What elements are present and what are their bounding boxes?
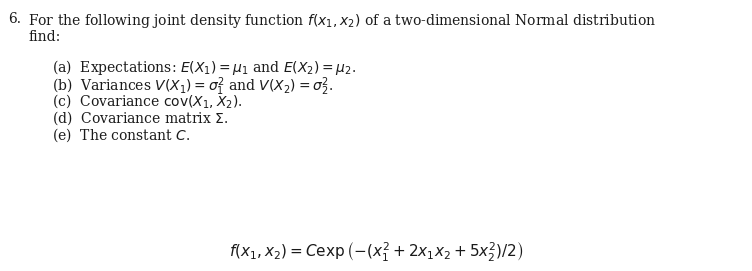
Text: $f(x_1, x_2) = C \exp\left(-(x_1^2 + 2x_1x_2 + 5x_2^2)/2\right)$: $f(x_1, x_2) = C \exp\left(-(x_1^2 + 2x_… bbox=[229, 241, 523, 264]
Text: (a)  Expectations: $E(X_1) = \mu_1$ and $E(X_2) = \mu_2$.: (a) Expectations: $E(X_1) = \mu_1$ and $… bbox=[52, 58, 356, 77]
Text: find:: find: bbox=[28, 30, 60, 44]
Text: (b)  Variances $V(X_1) = \sigma_1^2$ and $V(X_2) = \sigma_2^2$.: (b) Variances $V(X_1) = \sigma_1^2$ and … bbox=[52, 75, 333, 98]
Text: (d)  Covariance matrix $\Sigma$.: (d) Covariance matrix $\Sigma$. bbox=[52, 109, 229, 127]
Text: 6.: 6. bbox=[8, 12, 21, 26]
Text: (c)  Covariance $\mathrm{cov}(X_1, X_2)$.: (c) Covariance $\mathrm{cov}(X_1, X_2)$. bbox=[52, 92, 243, 110]
Text: (e)  The constant $C$.: (e) The constant $C$. bbox=[52, 126, 190, 144]
Text: For the following joint density function $f(x_1, x_2)$ of a two-dimensional Norm: For the following joint density function… bbox=[28, 12, 656, 30]
